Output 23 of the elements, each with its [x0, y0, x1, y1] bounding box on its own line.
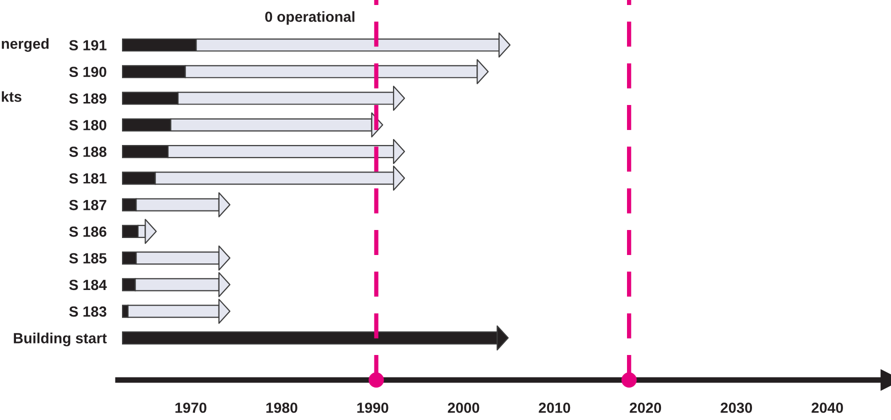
y-tick-label: S 180 [69, 120, 106, 130]
x-tick-label: 2030 [720, 402, 752, 413]
y-tick-label: S 187 [69, 200, 106, 210]
y-tick-label: S 185 [69, 253, 106, 264]
y-tick-label: S 191 [69, 40, 106, 50]
y-tick-label: S 181 [69, 173, 106, 184]
y-tick-label: S 184 [69, 280, 107, 290]
x-tick-label: 2020 [630, 402, 662, 413]
text: nerged [2, 38, 49, 52]
x-tick-label: 1980 [266, 402, 298, 413]
text: kts [2, 91, 22, 102]
x-tick-label: 2040 [812, 402, 843, 413]
x-tick-label: 2010 [538, 402, 570, 413]
x-tick-label: 1970 [175, 402, 206, 413]
y-tick-label: S 183 [69, 306, 106, 317]
y-tick-label: S 189 [69, 93, 106, 104]
y-tick-label: S 188 [69, 146, 106, 157]
y-tick-label: S 190 [69, 66, 106, 78]
x-tick-label: 2000 [448, 402, 480, 413]
x-tick-label: 1990 [357, 402, 388, 413]
y-tick-label: Building start [14, 332, 107, 346]
y-tick-label: S 186 [69, 226, 106, 237]
text: 0 operational [265, 11, 354, 25]
